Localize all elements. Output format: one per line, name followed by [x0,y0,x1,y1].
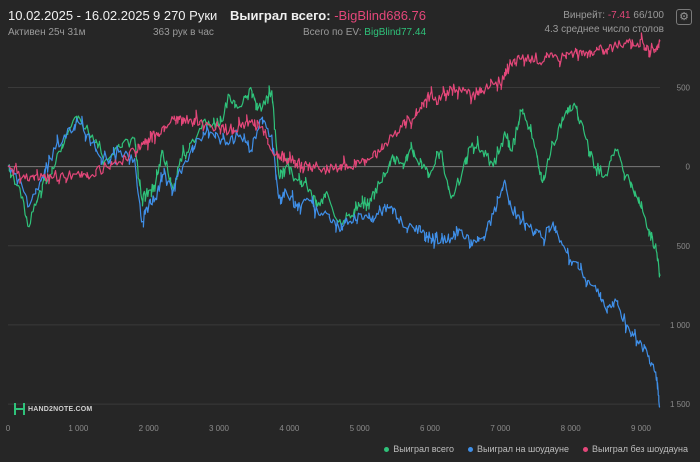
y-tick-label: 500 [677,83,691,92]
legend-item-total[interactable]: Выиграл всего [384,444,454,454]
ev-value: BigBlind77.44 [364,27,427,38]
hands-block: 9 270 Руки 363 рук в час [153,8,217,38]
x-tick-label: 6 000 [420,424,441,433]
x-tick-label: 2 000 [139,424,160,433]
legend-dot [384,447,390,453]
won-value: -BigBlind686.76 [334,8,427,23]
gear-icon[interactable]: ⚙ [676,9,692,25]
x-tick-label: 4 000 [279,424,300,433]
legend-label: Выиграл на шоудауне [477,444,569,454]
winrate-value: -7.41 [607,10,631,21]
y-tick-label: 1 000 [670,321,691,330]
y-tick-label: 1 500 [670,400,691,409]
winrate-unit: 66/100 [633,10,664,21]
logo-icon [14,403,25,415]
legend: Выиграл всего Выиграл на шоудауне Выиграл … [370,444,688,454]
x-tick-label: 9 000 [631,424,652,433]
legend-dot [468,447,474,453]
y-tick-label: 0 [686,163,691,172]
legend-dot [583,447,588,453]
series-line-non-showdown [7,32,661,185]
x-tick-label: 0 [6,424,11,433]
hands-count: 9 270 Руки [153,8,218,23]
x-tick-label: 8 000 [561,424,582,433]
active-time: Активен 25ч 31м [8,27,86,38]
x-tick-label: 3 000 [209,424,230,433]
x-tick-label: 7 000 [490,424,511,433]
logo: HAND2NOTE.COM [14,403,92,415]
y-tick-label: 500 [677,242,691,251]
winrate-block: Винрейт: -7.41 66/100 4.3 среднее число … [544,8,664,35]
legend-label: Выиграл без шоудауна [592,444,688,454]
date-range: 10.02.2025 - 16.02.2025 [8,8,150,23]
series-line-total [7,85,661,278]
legend-item-non-showdown[interactable]: Выиграл без шоудауна [583,444,688,454]
legend-label: Выиграл всего [393,444,455,454]
series-line-showdown [7,115,661,408]
won-block: Выиграл всего: -BigBlind686.76 Всего по … [230,8,426,38]
ev-label: Всего по EV: [303,27,362,38]
winrate-label: Винрейт: [563,10,606,21]
legend-item-showdown[interactable]: Выиграл на шоудауне [468,444,569,454]
hands-per-hour: 363 рук в час [153,27,214,38]
logo-text: HAND2NOTE.COM [28,405,93,413]
won-label: Выиграл всего: [230,8,331,23]
x-tick-label: 1 000 [68,424,89,433]
avg-tables: 4.3 среднее число столов [544,24,664,35]
date-range-block: 10.02.2025 - 16.02.2025 Активен 25ч 31м [8,8,150,38]
x-tick-label: 5 000 [350,424,371,433]
